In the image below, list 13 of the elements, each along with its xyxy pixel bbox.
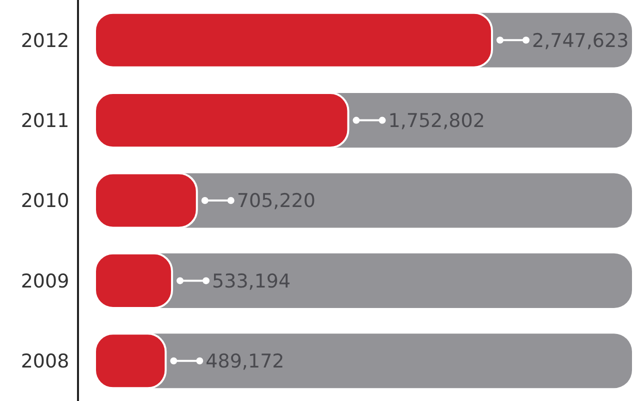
y-tick-label: 2012 [20,30,70,52]
data-label: 489,172 [206,350,284,373]
data-label: 705,220 [236,190,316,212]
data-label: 2,747,623 [532,30,629,52]
bar [94,252,174,309]
y-tick-label: 2011 [20,110,70,132]
y-tick-label: 2010 [20,190,70,212]
y-tick-label: 2009 [20,270,70,292]
bar [94,172,198,229]
data-label: 1,752,802 [388,110,485,132]
data-label: 533,194 [212,270,291,292]
bar [94,332,167,390]
y-tick-label: 2008 [20,350,70,373]
